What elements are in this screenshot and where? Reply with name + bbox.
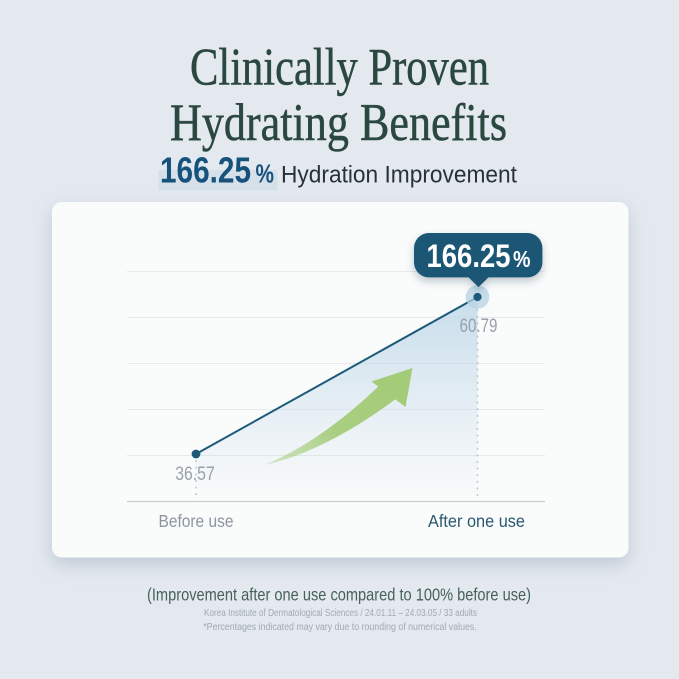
- svg-text:60.79: 60.79: [460, 316, 498, 337]
- svg-text:Korea Institute of Dermatologi: Korea Institute of Dermatological Scienc…: [204, 607, 477, 619]
- svg-text:166.25: 166.25: [160, 150, 251, 191]
- svg-text:166.25: 166.25: [427, 238, 511, 274]
- svg-text:*Percentages indicated may var: *Percentages indicated may vary due to r…: [203, 621, 477, 633]
- svg-text:(Improvement after one use com: (Improvement after one use compared to 1…: [147, 585, 531, 605]
- svg-text:%: %: [513, 246, 531, 272]
- svg-text:Clinically Proven: Clinically Proven: [190, 39, 489, 97]
- svg-text:After one use: After one use: [428, 511, 525, 531]
- svg-text:Before use: Before use: [159, 511, 234, 531]
- svg-text:36.57: 36.57: [175, 463, 215, 485]
- svg-text:%: %: [256, 159, 275, 189]
- svg-text:Hydration Improvement: Hydration Improvement: [281, 162, 517, 189]
- svg-text:Hydrating Benefits: Hydrating Benefits: [170, 94, 507, 152]
